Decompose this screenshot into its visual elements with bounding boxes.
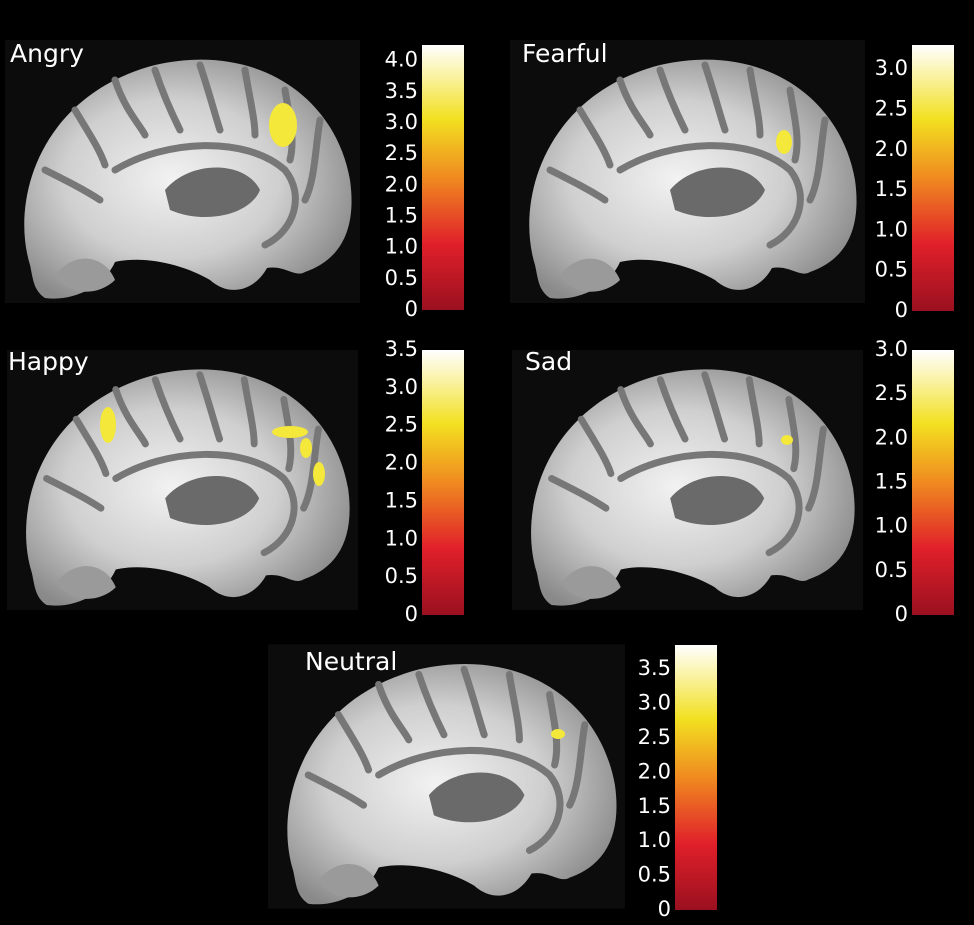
tick-label: 0 [405,602,418,626]
tick-label: 3.0 [875,337,908,361]
brain-slice [510,40,865,303]
activation [313,462,325,486]
tick-label: 3.0 [875,56,908,80]
brain-slice [512,350,863,610]
panel-label: Angry [10,39,84,68]
colorbar [675,645,717,910]
figure: Angry 0 0.5 1.0 1.5 2.0 2.5 3.0 3.5 4.0 Fearful 0 0.… [0,0,974,925]
tick-label: 3.0 [638,691,671,715]
tick-label: 0 [658,897,671,921]
tick-label: 1.0 [875,514,908,538]
tick-label: 2.5 [875,381,908,405]
tick-label: 1.0 [875,217,908,241]
tick-label: 0.5 [385,564,418,588]
panel-label: Fearful [522,39,608,68]
tick-label: 1.5 [875,177,908,201]
tick-label: 0 [895,298,908,322]
tick-label: 2.5 [385,141,418,165]
panel-label: Happy [8,347,89,376]
colorbar [912,45,954,311]
tick-label: 2.5 [638,725,671,749]
tick-label: 3.0 [385,110,418,134]
tick-label: 2.0 [875,137,908,161]
brain-slice [7,350,358,610]
activation [100,407,116,443]
tick-label: 3.0 [385,375,418,399]
tick-label: 0.5 [385,266,418,290]
brain-slice [268,644,625,908]
tick-label: 1.0 [638,828,671,852]
tick-label: 0.5 [638,863,671,887]
activation [269,103,297,147]
tick-label: 3.5 [385,337,418,361]
tick-label: 3.5 [385,79,418,103]
activation [781,435,793,445]
tick-label: 0 [405,297,418,321]
tick-label: 2.5 [875,96,908,120]
colorbar [912,350,954,615]
tick-label: 0.5 [875,558,908,582]
page: {"panels": [ {"label": "Angry", "colorba… [0,0,974,925]
tick-label: 1.0 [385,526,418,550]
tick-label: 4.0 [385,48,418,72]
colorbar [422,45,464,310]
activation [300,438,312,458]
tick-label: 2.0 [875,425,908,449]
tick-label: 1.5 [875,470,908,494]
tick-label: 1.5 [638,794,671,818]
tick-label: 0.5 [875,258,908,282]
activation [551,729,565,739]
colorbar [422,350,464,615]
panel-label: Sad [525,347,572,376]
activation [776,130,792,154]
tick-label: 1.5 [385,203,418,227]
tick-label: 1.5 [385,488,418,512]
activation [272,426,308,438]
tick-label: 2.0 [385,451,418,475]
tick-label: 2.5 [385,413,418,437]
tick-label: 1.0 [385,235,418,259]
tick-label: 2.0 [385,172,418,196]
brain-slice [5,40,360,303]
tick-label: 0 [895,602,908,626]
tick-label: 3.5 [638,656,671,680]
tick-label: 2.0 [638,759,671,783]
panel-label: Neutral [305,647,397,676]
